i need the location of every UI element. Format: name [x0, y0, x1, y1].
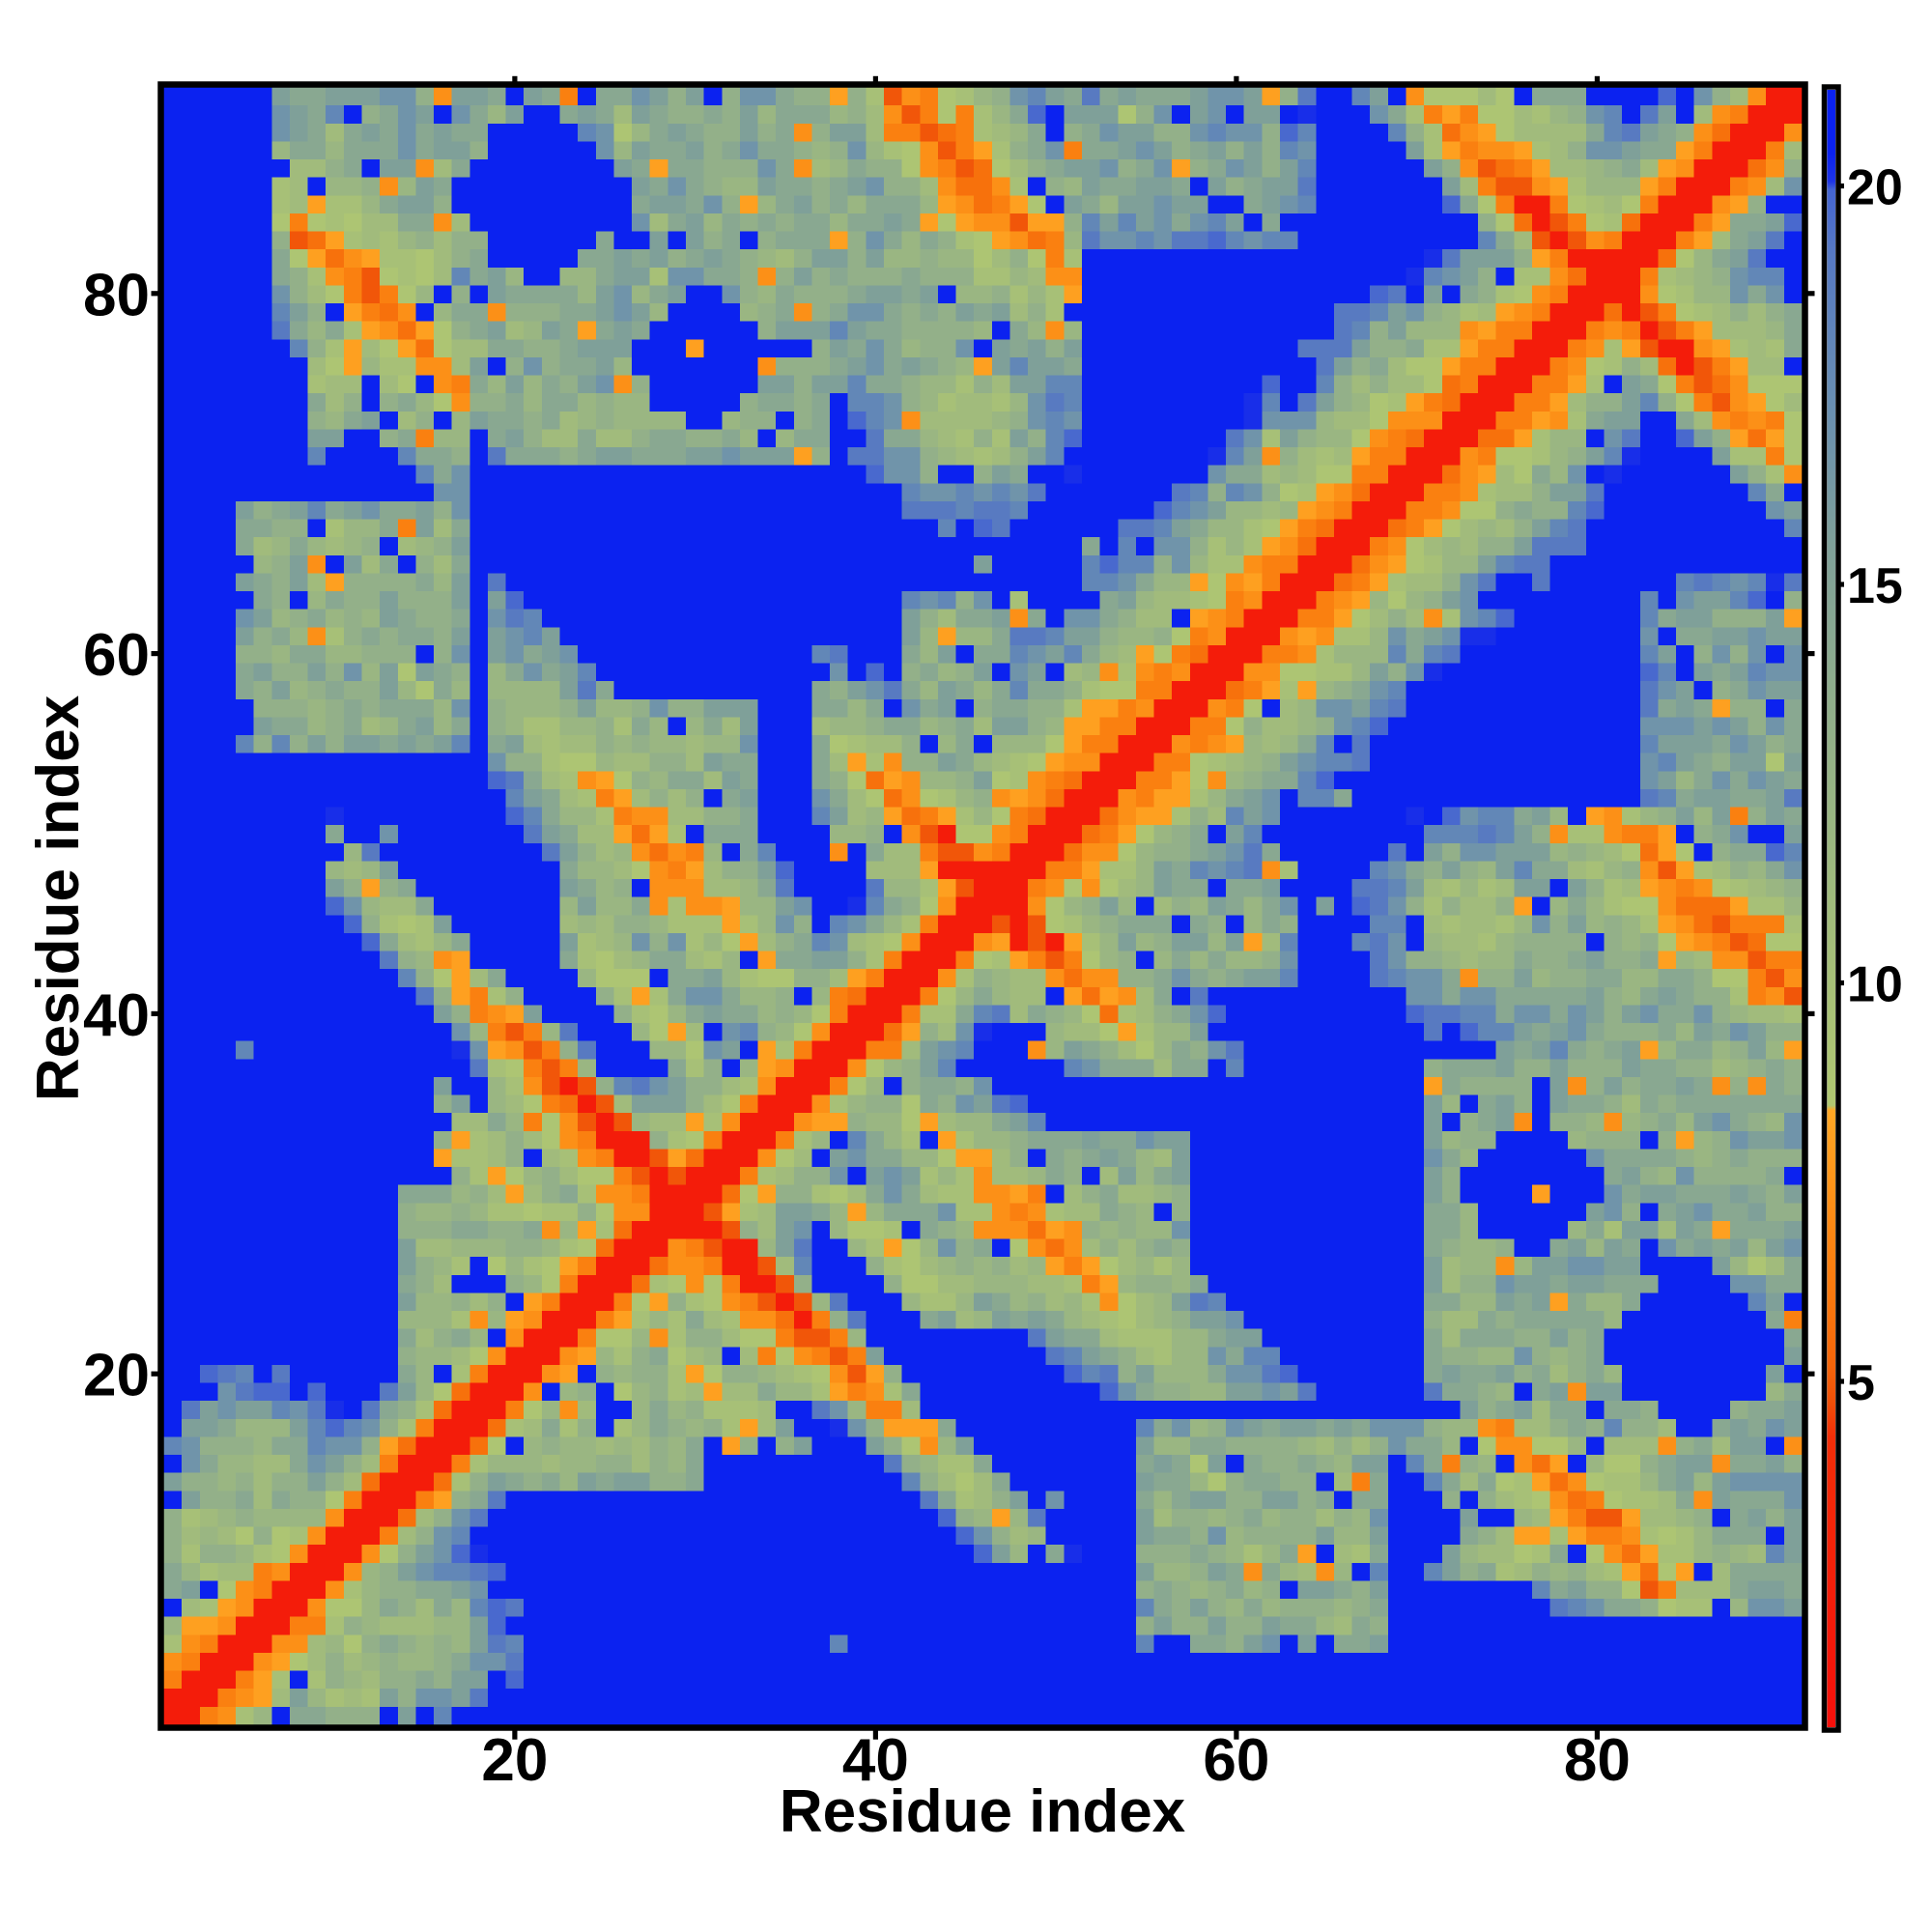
svg-text:20: 20	[1847, 160, 1903, 216]
svg-text:15: 15	[1847, 558, 1903, 614]
svg-text:80: 80	[1564, 1727, 1631, 1794]
svg-text:20: 20	[83, 1343, 150, 1409]
svg-text:80: 80	[83, 262, 150, 328]
svg-text:40: 40	[842, 1727, 909, 1794]
svg-text:10: 10	[1847, 957, 1903, 1013]
svg-text:40: 40	[83, 982, 150, 1049]
svg-text:Residue index: Residue index	[780, 1778, 1186, 1845]
svg-text:20: 20	[481, 1727, 548, 1794]
svg-text:5: 5	[1847, 1355, 1875, 1411]
svg-text:60: 60	[1203, 1727, 1269, 1794]
svg-text:60: 60	[83, 622, 150, 689]
svg-text:Residue index: Residue index	[25, 695, 92, 1101]
